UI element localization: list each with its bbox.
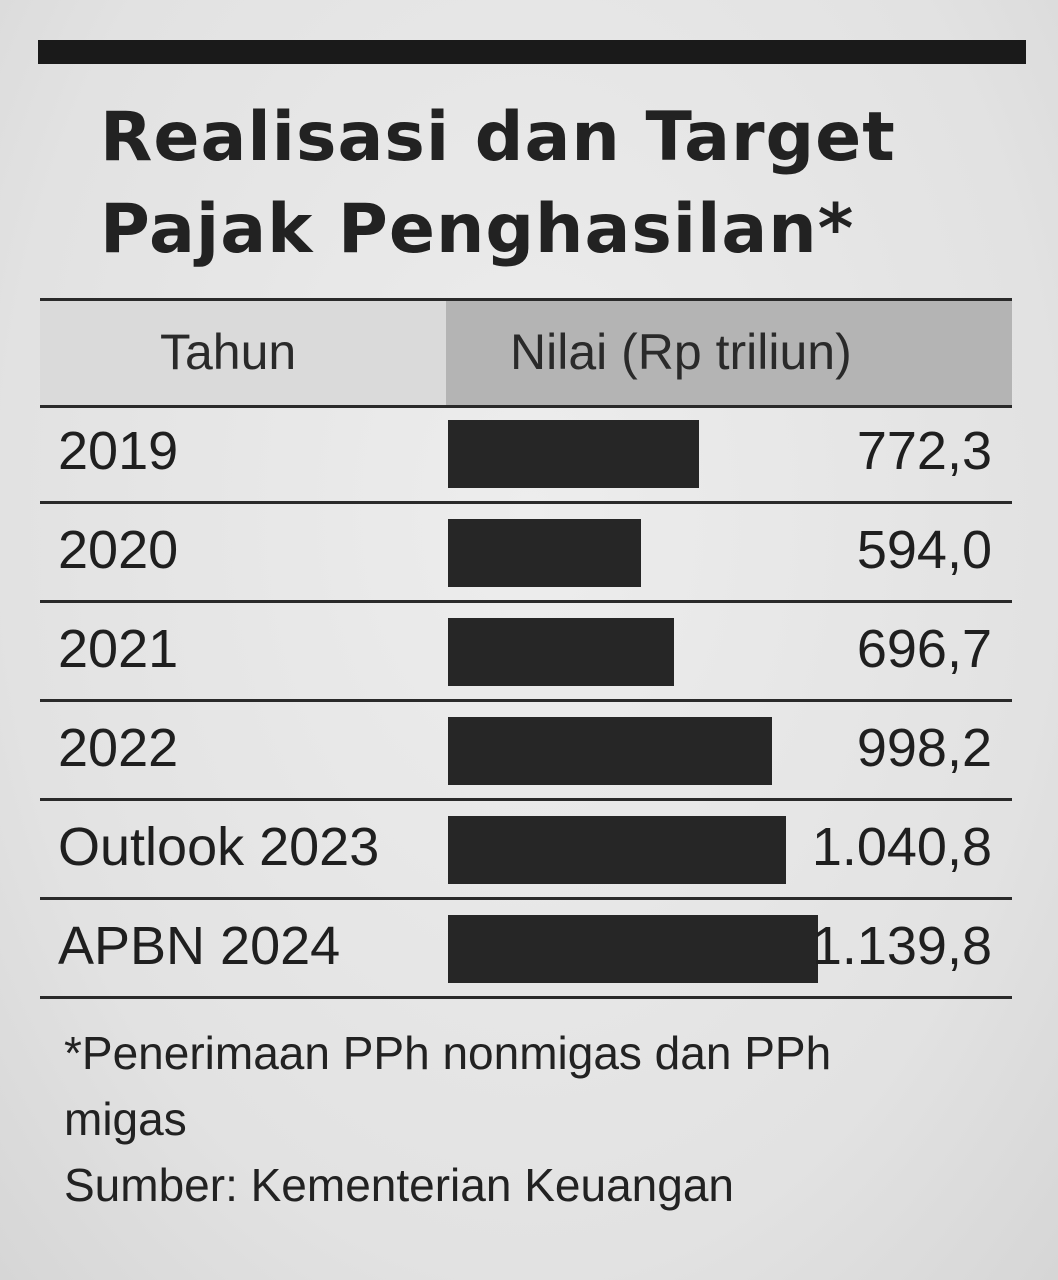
chart-title: Realisasi dan Target Pajak Penghasilan* <box>100 92 1000 276</box>
table-row: 2020 594,0 <box>40 501 1012 603</box>
bar <box>448 519 641 587</box>
footnote: *Penerimaan PPh nonmigas dan PPh migas <box>64 1027 832 1145</box>
chart-title-line-1: Realisasi dan Target <box>100 98 896 177</box>
value-label: 772,3 <box>856 421 992 481</box>
category-label: Outlook 2023 <box>58 817 380 877</box>
value-label: 998,2 <box>856 718 992 778</box>
table-row: Outlook 2023 1.040,8 <box>40 798 1012 900</box>
category-label: 2021 <box>58 619 179 679</box>
value-label: 1.139,8 <box>811 916 992 976</box>
value-label: 696,7 <box>856 619 992 679</box>
bar <box>448 420 699 488</box>
header-tahun: Tahun <box>160 324 297 380</box>
table-row: 2019 772,3 <box>40 402 1012 504</box>
category-label: 2020 <box>58 520 179 580</box>
category-label: 2019 <box>58 421 179 481</box>
value-label: 1.040,8 <box>811 817 992 877</box>
bar <box>448 618 674 686</box>
bar <box>448 816 786 884</box>
bar <box>448 717 772 785</box>
table-row: 2021 696,7 <box>40 600 1012 702</box>
top-rule <box>38 40 1026 64</box>
category-label: APBN 2024 <box>58 916 341 976</box>
notes: *Penerimaan PPh nonmigas dan PPh migas S… <box>64 1020 964 1218</box>
table-row: APBN 2024 1.139,8 <box>40 897 1012 999</box>
value-label: 594,0 <box>856 520 992 580</box>
table-header: Tahun Nilai (Rp triliun) <box>40 298 1012 408</box>
header-shaded-cell <box>446 301 1012 405</box>
source: Sumber: Kementerian Keuangan <box>64 1159 734 1211</box>
category-label: 2022 <box>58 718 179 778</box>
table-row: 2022 998,2 <box>40 699 1012 801</box>
bar <box>448 915 818 983</box>
chart-title-line-2: Pajak Penghasilan* <box>100 190 855 269</box>
header-nilai: Nilai (Rp triliun) <box>510 324 852 380</box>
